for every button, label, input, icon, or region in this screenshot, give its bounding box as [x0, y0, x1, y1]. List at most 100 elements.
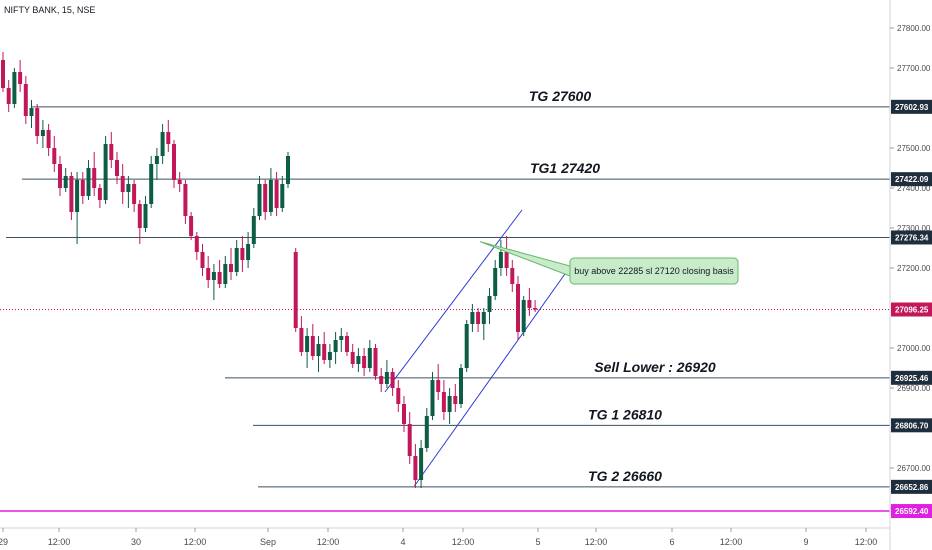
candle-body[interactable] [149, 164, 154, 204]
candle-body[interactable] [143, 204, 148, 228]
candle-body[interactable] [206, 268, 211, 280]
candle-body[interactable] [97, 188, 102, 200]
candle-body[interactable] [160, 132, 165, 156]
candle-body[interactable] [251, 216, 256, 244]
candle-body[interactable] [322, 344, 327, 360]
candle-body[interactable] [510, 268, 515, 284]
candle-body[interactable] [52, 148, 57, 164]
candle-body[interactable] [132, 184, 137, 204]
candle-body[interactable] [280, 184, 285, 208]
candle-body[interactable] [430, 380, 435, 416]
candle-body[interactable] [464, 324, 469, 368]
candle-body[interactable] [183, 184, 188, 216]
candle-body[interactable] [80, 180, 85, 196]
candle-body[interactable] [293, 252, 298, 328]
candle-body[interactable] [217, 272, 222, 284]
candle-body[interactable] [12, 72, 17, 104]
candle-body[interactable] [263, 184, 268, 212]
candle-body[interactable] [441, 392, 446, 412]
candle-body[interactable] [476, 312, 481, 324]
candle-body[interactable] [350, 352, 355, 364]
candle-body[interactable] [194, 236, 199, 252]
candle-body[interactable] [46, 130, 51, 148]
candle-body[interactable] [447, 396, 452, 412]
candle-body[interactable] [498, 252, 503, 268]
channel-upper-line[interactable] [384, 209, 523, 393]
candle-body[interactable] [453, 396, 458, 404]
candle-body[interactable] [384, 372, 389, 384]
candle-body[interactable] [470, 312, 475, 324]
candle-body[interactable] [189, 216, 194, 236]
candle-body[interactable] [211, 272, 216, 280]
price-tag-label: 27602.93 [895, 103, 929, 112]
candle-body[interactable] [18, 72, 23, 84]
candle-body[interactable] [504, 252, 509, 268]
candle-body[interactable] [339, 336, 344, 340]
candle-body[interactable] [75, 180, 80, 212]
candle-body[interactable] [345, 336, 349, 352]
candle-body[interactable] [200, 252, 205, 268]
candle-body[interactable] [23, 84, 28, 116]
candle-body[interactable] [234, 248, 239, 272]
candle-body[interactable] [436, 380, 441, 392]
candle-body[interactable] [362, 356, 367, 368]
candle-body[interactable] [92, 168, 97, 188]
candle-body[interactable] [29, 108, 34, 116]
candle-body[interactable] [316, 344, 321, 356]
candle-body[interactable] [286, 156, 290, 184]
candle-body[interactable] [333, 340, 338, 352]
candle-body[interactable] [166, 132, 171, 144]
candle-body[interactable] [120, 176, 125, 192]
candle-body[interactable] [516, 284, 520, 332]
candle-body[interactable] [35, 108, 40, 136]
candle-body[interactable] [6, 88, 11, 104]
candle-body[interactable] [527, 300, 532, 308]
candle-body[interactable] [223, 264, 228, 284]
candle-body[interactable] [86, 168, 91, 196]
candle-body[interactable] [126, 184, 131, 192]
candle-body[interactable] [407, 424, 412, 456]
candle-body[interactable] [356, 356, 361, 364]
candle-body[interactable] [533, 308, 538, 310]
candle-body[interactable] [58, 164, 62, 188]
candle-body[interactable] [40, 130, 45, 136]
candle-body[interactable] [109, 144, 114, 160]
candle-body[interactable] [69, 176, 74, 212]
candle-body[interactable] [493, 268, 498, 296]
candle-body[interactable] [413, 456, 418, 480]
candle-body[interactable] [373, 348, 378, 376]
candle-body[interactable] [268, 180, 273, 212]
candle-body[interactable] [327, 352, 332, 360]
candle-body[interactable] [246, 244, 251, 260]
candle-body[interactable] [137, 204, 142, 228]
candle-body[interactable] [481, 312, 486, 324]
candle-body[interactable] [154, 156, 159, 164]
candle-body[interactable] [172, 144, 176, 180]
candle-body[interactable] [299, 328, 304, 352]
candle-body[interactable] [310, 336, 315, 356]
candle-body[interactable] [424, 416, 429, 448]
candle-body[interactable] [396, 388, 401, 404]
candle-body[interactable] [274, 180, 279, 208]
candle-body[interactable] [229, 264, 233, 272]
candle-body[interactable] [240, 248, 245, 260]
candle-body[interactable] [177, 180, 182, 184]
candle-body[interactable] [521, 300, 526, 332]
candle-body[interactable] [1, 60, 5, 88]
candle-body[interactable] [459, 368, 463, 404]
candle-body[interactable] [419, 448, 424, 480]
candle-body[interactable] [63, 176, 68, 188]
candle-body[interactable] [103, 144, 108, 200]
candle-body[interactable] [257, 184, 262, 216]
candle-body[interactable] [390, 372, 395, 388]
candle-body[interactable] [402, 404, 406, 424]
channel-lower-line[interactable] [413, 263, 573, 487]
callout-box[interactable] [569, 257, 739, 285]
candle-body[interactable] [367, 348, 372, 368]
candle-body[interactable] [379, 376, 384, 384]
candle-body[interactable] [115, 160, 119, 176]
candle-body[interactable] [305, 336, 310, 352]
candle-body[interactable] [487, 296, 492, 312]
